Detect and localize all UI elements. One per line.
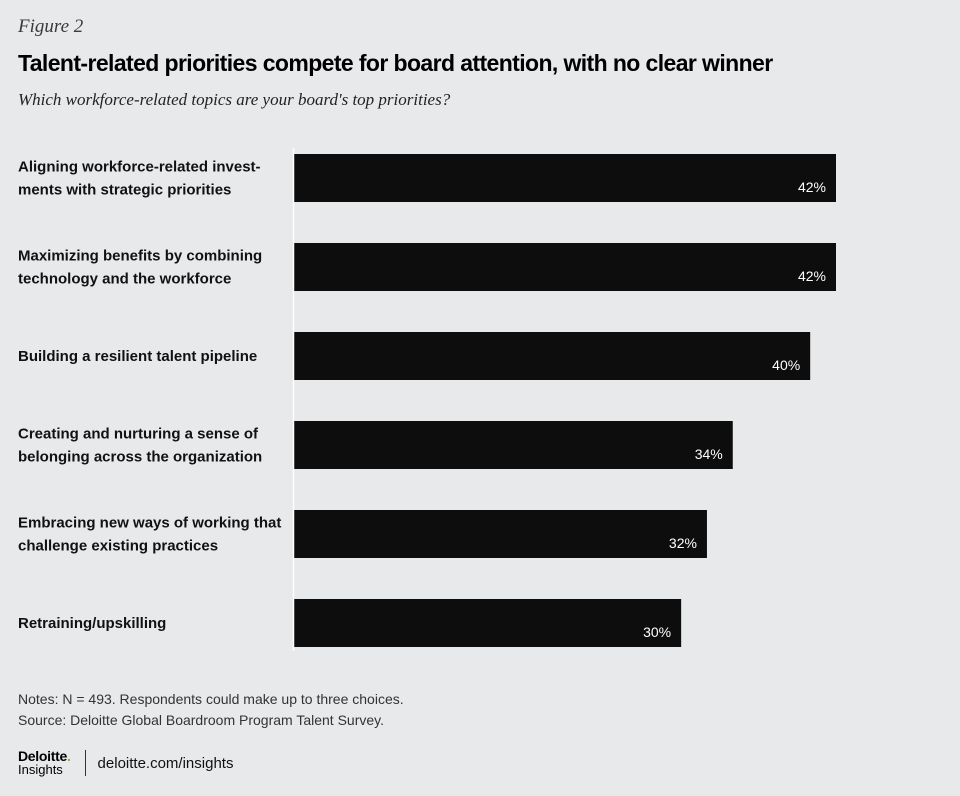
bar-value-label: 40% [772,357,800,373]
bar [294,599,682,647]
footer-divider [84,750,86,776]
logo-wordmark-text: Deloitte [18,748,67,764]
category-label-line: Maximizing benefits by combining [18,248,262,265]
bar-value-label: 30% [643,624,671,640]
chart-title: Talent-related priorities compete for bo… [18,50,773,76]
source-line: Source: Deloitte Global Boardroom Progra… [18,712,384,728]
category-label-line: Building a resilient talent pipeline [18,348,257,365]
bar-value-label: 42% [798,179,826,195]
bar-value-label: 32% [669,535,697,551]
bar [294,154,836,202]
bar [294,421,733,469]
category-label-line: Retraining/upskilling [18,615,166,632]
footer: Deloitte. Insights deloitte.com/insights [18,748,233,778]
category-label-line: Aligning workforce-related invest- [18,159,261,176]
figure-label: Figure 2 [18,16,84,37]
category-label: Embracing new ways of working that challe… [18,515,281,555]
notes: Notes: N = 493. Respondents could make u… [18,689,404,731]
category-label: Maximizing benefits by combining technolo… [18,248,262,288]
category-label: Retraining/upskilling [18,615,166,632]
category-label-line: Embracing new ways of working that [18,515,281,532]
category-label: Aligning workforce-related invest-ments … [18,159,261,199]
bar [294,332,811,380]
bar [294,243,836,291]
category-label-line: ments with strategic priorities [18,182,231,199]
bar-value-label: 42% [798,268,826,284]
category-label: Creating and nurturing a sense of belongi… [18,426,262,466]
logo-green-dot: . [66,748,71,764]
deloitte-insights-link[interactable]: deloitte.com/insights [97,754,234,772]
category-label: Building a resilient talent pipeline [18,348,257,365]
logo-wordmark: Deloitte. [18,749,71,763]
chart-subtitle: Which workforce-related topics are your … [18,90,451,109]
category-label-line: challenge existing practices [18,538,218,555]
deloitte-insights-logo[interactable]: Deloitte. Insights [18,749,71,777]
category-label-line: technology and the workforce [18,271,231,288]
notes-line: Notes: N = 493. Respondents could make u… [18,691,404,707]
logo-subtitle: Insights [18,762,63,777]
category-label-line: belonging across the organization [18,449,262,466]
category-label-line: Creating and nurturing a sense of [18,426,259,443]
bar [294,510,707,558]
bar-value-label: 34% [695,446,723,462]
